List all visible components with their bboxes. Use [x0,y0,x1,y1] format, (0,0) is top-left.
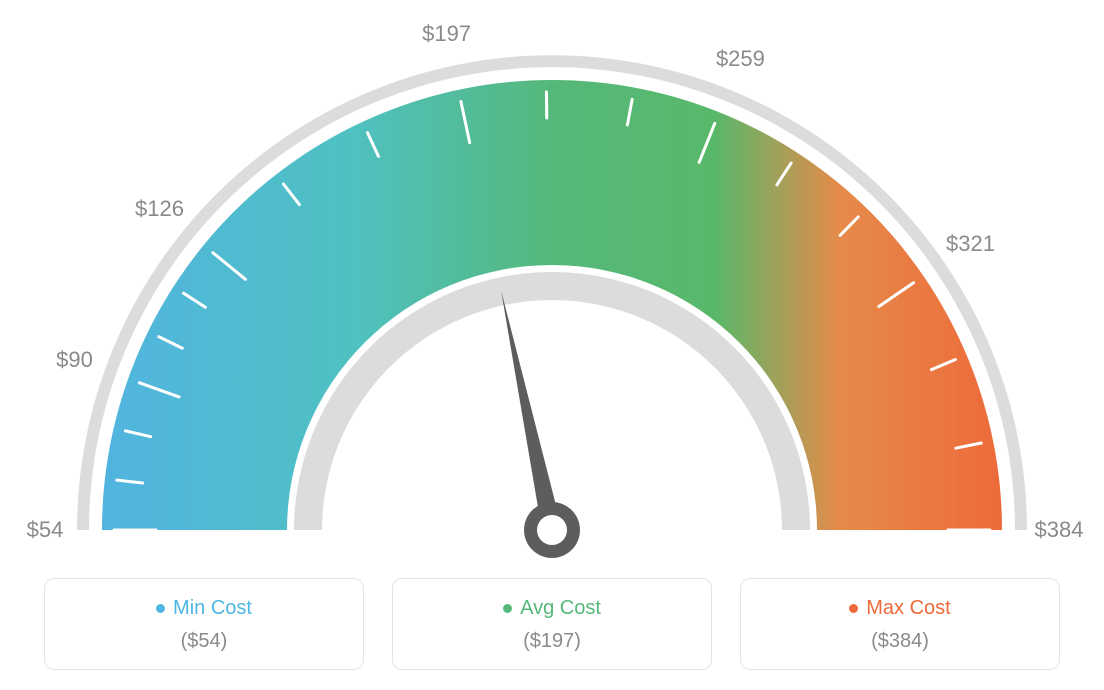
legend-value-max: ($384) [751,630,1049,653]
gauge-tick-label: $321 [946,231,995,257]
dot-icon [156,604,165,613]
legend-row: Min Cost ($54) Avg Cost ($197) Max Cost … [0,578,1104,670]
gauge-tick-label: $197 [422,21,471,47]
legend-label-min: Min Cost [173,597,252,620]
legend-title-min: Min Cost [156,597,252,620]
gauge-chart-container: $54 $90 $126 $197 $259 $321 $384 Min Cost ($54… [0,0,1104,690]
gauge-tick-label: $90 [56,347,93,373]
dot-icon [503,604,512,613]
gauge-tick-label: $54 [27,517,64,543]
dot-icon [849,604,858,613]
gauge-tick-label: $384 [1035,517,1084,543]
gauge-area: $54 $90 $126 $197 $259 $321 $384 [0,0,1104,560]
legend-title-avg: Avg Cost [503,597,601,620]
legend-value-min: ($54) [55,630,353,653]
legend-card-min: Min Cost ($54) [44,578,364,670]
legend-value-avg: ($197) [403,630,701,653]
gauge-tick-label: $126 [135,196,184,222]
legend-title-max: Max Cost [849,597,950,620]
legend-label-avg: Avg Cost [520,597,601,620]
legend-label-max: Max Cost [866,597,950,620]
legend-card-max: Max Cost ($384) [740,578,1060,670]
gauge-tick-label: $259 [716,46,765,72]
gauge-svg [0,0,1104,560]
legend-card-avg: Avg Cost ($197) [392,578,712,670]
